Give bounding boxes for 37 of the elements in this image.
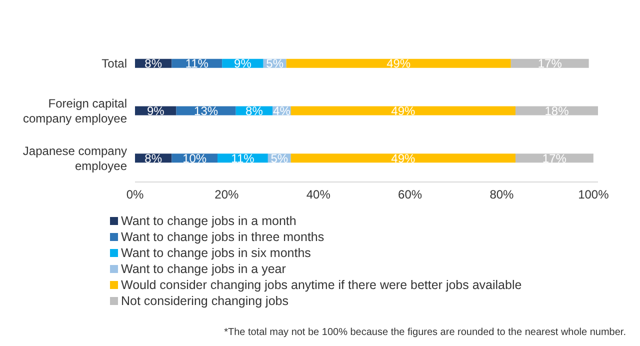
legend-label: Would consider changing jobs anytime if there were better jobs available: [121, 278, 522, 292]
y-tick-label: Japanese company employee: [22, 144, 128, 173]
bar: [290, 106, 516, 116]
legend-label: Want to change jobs in six months: [121, 246, 311, 260]
y-tick-label: Total: [102, 56, 127, 71]
data-label: 8%: [246, 104, 264, 118]
data-label: 5%: [266, 56, 284, 71]
data-label: 49%: [386, 56, 411, 71]
data-label: 49%: [391, 151, 416, 166]
x-tick-label: 20%: [214, 188, 240, 202]
x-tick-label: 40%: [306, 188, 331, 202]
data-label: 10%: [182, 151, 207, 166]
data-label: 5%: [270, 151, 288, 166]
data-label: 4%: [273, 104, 291, 118]
data-label: 17%: [542, 151, 567, 166]
bar: [290, 154, 516, 163]
x-tick-label: 100%: [578, 188, 610, 202]
data-label: 49%: [391, 104, 416, 118]
bar: [286, 58, 511, 68]
y-tick-label: Foreign capital company employee: [22, 96, 128, 126]
x-tick-label: 60%: [398, 188, 422, 202]
data-label: 11%: [185, 56, 209, 71]
text: *The total may not be 100% because the figures are rounded to the nearest whole number.: [224, 327, 626, 338]
legend-label: Not considering changing jobs: [121, 294, 288, 308]
data-label: 8%: [144, 56, 162, 71]
data-label: 18%: [544, 104, 570, 118]
legend-label: Want to change jobs in a year: [121, 262, 286, 276]
legend-label: Want to change jobs in a month: [121, 214, 296, 228]
x-tick-label: 80%: [490, 188, 514, 202]
data-label: 9%: [146, 104, 165, 118]
x-tick-label: 0%: [126, 188, 144, 202]
legend-label: Want to change jobs in three months: [121, 230, 324, 244]
data-label: 17%: [538, 56, 562, 71]
data-label: 13%: [194, 104, 218, 118]
data-label: 9%: [234, 56, 252, 71]
data-label: 11%: [231, 151, 255, 166]
data-label: 8%: [144, 151, 162, 166]
